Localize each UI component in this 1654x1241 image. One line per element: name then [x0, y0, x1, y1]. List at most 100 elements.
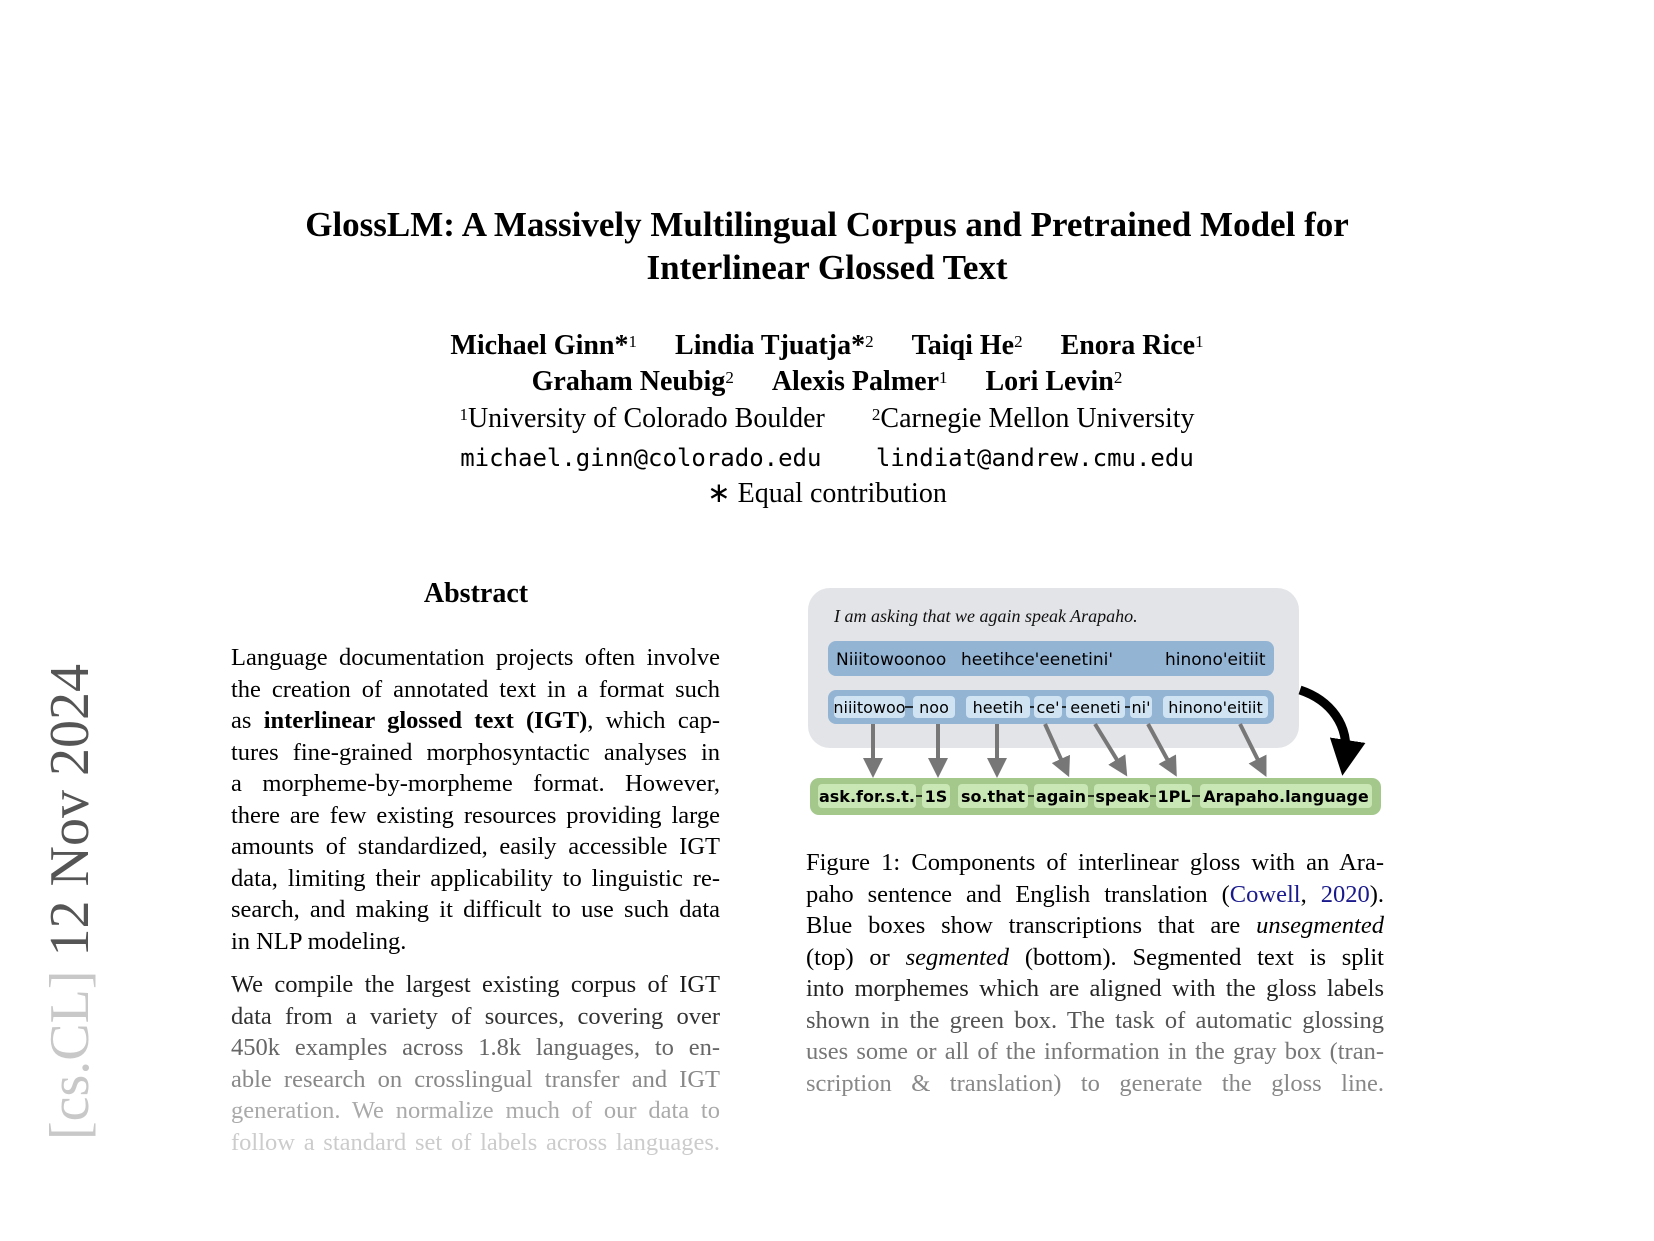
- text-run: able research on crosslingual transfer a…: [231, 1065, 720, 1093]
- morpheme-box: [1066, 696, 1125, 718]
- text-run: as: [231, 707, 264, 734]
- text-line: uses some or all of the information in t…: [806, 1036, 1384, 1068]
- text-run: amounts of standardized, easily accessib…: [231, 833, 720, 860]
- text-run: scription & translation) to generate the…: [806, 1069, 1384, 1097]
- gloss-label: speak: [1095, 787, 1149, 806]
- text-run: the creation of annotated text in a form…: [231, 675, 720, 703]
- text-run: (bottom). Segmented text is split: [1009, 943, 1384, 971]
- morpheme-box: [1130, 696, 1152, 718]
- text-run: in NLP modeling.: [231, 927, 407, 955]
- abstract-paragraph: Language documentation projects often in…: [231, 642, 720, 957]
- figure-1: I am asking that we again speak Arapaho.…: [808, 588, 1381, 815]
- gloss-label: again: [1036, 787, 1086, 806]
- text-run: follow a standard set of labels across l…: [231, 1128, 720, 1156]
- morpheme: noo: [919, 698, 949, 717]
- abstract-heading: Abstract: [423, 578, 529, 609]
- morpheme-box: [834, 696, 905, 718]
- text-line: shown in the green box. The task of auto…: [806, 1005, 1384, 1037]
- citation-link[interactable]: 2020: [1320, 880, 1370, 908]
- alignment-arrow-icon: [1146, 723, 1177, 777]
- morpheme: niiitowoo: [833, 698, 905, 717]
- email[interactable]: lindiat@andrew.cmu.edu: [875, 444, 1194, 472]
- text-run: interlinear glossed text (IGT): [263, 707, 588, 734]
- citation-link[interactable]: Cowell: [1229, 880, 1301, 908]
- morpheme-box: [913, 696, 955, 718]
- arxiv-category: [cs.CL]: [39, 970, 101, 1140]
- abstract-paragraph: We compile the largest existing corpus o…: [231, 969, 720, 1158]
- text-line: follow a standard set of labels across l…: [231, 1127, 720, 1159]
- text-run: unsegmented: [1256, 912, 1384, 939]
- text-line: Language documentation projects often in…: [231, 642, 720, 674]
- email[interactable]: michael.ginn@colorado.edu: [460, 444, 822, 472]
- text-line: 450k examples across 1.8k languages, to …: [231, 1032, 720, 1064]
- text-line: (top) or segmented (bottom). Segmented t…: [806, 942, 1384, 974]
- gloss-label-box: [818, 784, 916, 808]
- alignment-arrow-icon: [1093, 722, 1128, 777]
- morpheme-box: [1034, 696, 1062, 718]
- gloss-label-box: [958, 784, 1028, 808]
- author: Lori Levin2: [985, 366, 1123, 397]
- author: Lindia Tjuatja*2: [675, 330, 874, 361]
- text-line: in NLP modeling.: [231, 926, 720, 958]
- morpheme-box: [1163, 696, 1268, 718]
- emails: michael.ginn@colorado.edu lindiat@andrew…: [0, 441, 1654, 475]
- author-list: Michael Ginn*1 Lindia Tjuatja*2 Taiqi He2 E…: [0, 328, 1654, 400]
- text-line: data, limiting their applicability to li…: [231, 863, 720, 895]
- morpheme: eeneti: [1070, 698, 1120, 717]
- gloss-label-box: [1034, 784, 1088, 808]
- author: Taiqi He2: [911, 330, 1023, 361]
- affiliation: 2Carnegie Mellon University: [871, 403, 1195, 434]
- author: Graham Neubig2: [531, 366, 734, 397]
- text-line: amounts of standardized, easily accessib…: [231, 831, 720, 863]
- text-run: We compile the largest existing corpus o…: [231, 971, 720, 998]
- text-run: shown in the green box. The task of auto…: [806, 1006, 1384, 1034]
- text-run: generation. We normalize much of our dat…: [231, 1097, 720, 1124]
- alignment-arrow-icon: [1238, 723, 1267, 777]
- text-run: 450k examples across 1.8k languages, to …: [231, 1034, 720, 1061]
- translation: I am asking that we again speak Arapaho.: [833, 606, 1138, 626]
- morpheme: ni': [1132, 698, 1151, 717]
- text-run: Figure 1: Components of interlinear glos…: [806, 849, 1384, 876]
- text-run: ,: [1300, 880, 1321, 908]
- text-line: data from a variety of sources, covering…: [231, 1001, 720, 1033]
- gloss-label: so.that: [961, 787, 1025, 806]
- text-line: paho sentence and English translation (C…: [806, 879, 1384, 911]
- unsegmented-word: heetihce'eenetini': [961, 650, 1113, 670]
- text-line: the creation of annotated text in a form…: [231, 674, 720, 706]
- author: Michael Ginn*1: [450, 330, 638, 361]
- text-run: tures fine-grained morphosyntactic analy…: [231, 738, 720, 766]
- gloss-label: Arapaho.language: [1203, 787, 1369, 806]
- text-line: a morpheme-by-morpheme format. However,: [231, 768, 720, 800]
- equal-contribution-note: ∗ Equal contribution: [707, 478, 947, 509]
- text-run: paho sentence and English translation (: [806, 880, 1230, 908]
- text-run: there are few existing resources providi…: [231, 801, 720, 829]
- unsegmented-box: [828, 641, 1274, 676]
- text-line: into morphemes which are aligned with th…: [806, 973, 1384, 1005]
- text-run: a morpheme-by-morpheme format. However,: [231, 770, 720, 797]
- gloss-label: 1PL: [1157, 787, 1190, 806]
- text-run: search, and making it difficult to use s…: [231, 896, 720, 923]
- unsegmented-word: Niiitowoonoo: [836, 650, 946, 670]
- text-line: able research on crosslingual transfer a…: [231, 1064, 720, 1096]
- unsegmented-word: hinono'eitiit: [1165, 650, 1266, 670]
- text-run: data, limiting their applicability to li…: [231, 864, 720, 892]
- text-line: Blue boxes show transcriptions that are …: [806, 910, 1384, 942]
- text-line: We compile the largest existing corpus o…: [231, 969, 720, 1001]
- morpheme-box: [966, 696, 1030, 718]
- text-line: tures fine-grained morphosyntactic analy…: [231, 737, 720, 769]
- author: Alexis Palmer1: [771, 366, 948, 397]
- text-run: (top) or: [806, 943, 906, 971]
- text-line: generation. We normalize much of our dat…: [231, 1095, 720, 1127]
- gloss-label: ask.for.s.t.: [819, 787, 915, 806]
- text-run: data from a variety of sources, covering…: [231, 1002, 720, 1030]
- text-run: ).: [1369, 880, 1385, 908]
- text-line: as interlinear glossed text (IGT), which…: [231, 705, 720, 737]
- gloss-label-box: [922, 784, 950, 808]
- affiliations: 1University of Colorado Boulder 2Carnegi…: [0, 401, 1654, 437]
- morpheme: ce': [1036, 698, 1059, 717]
- author: Enora Rice1: [1060, 330, 1204, 361]
- text-run: uses some or all of the information in t…: [806, 1038, 1384, 1065]
- affiliation: 1University of Colorado Boulder: [459, 403, 825, 434]
- alignment-arrow-icon: [1043, 723, 1070, 778]
- paper-title: GlossLM: A Massively Multilingual Corpus…: [305, 205, 1349, 287]
